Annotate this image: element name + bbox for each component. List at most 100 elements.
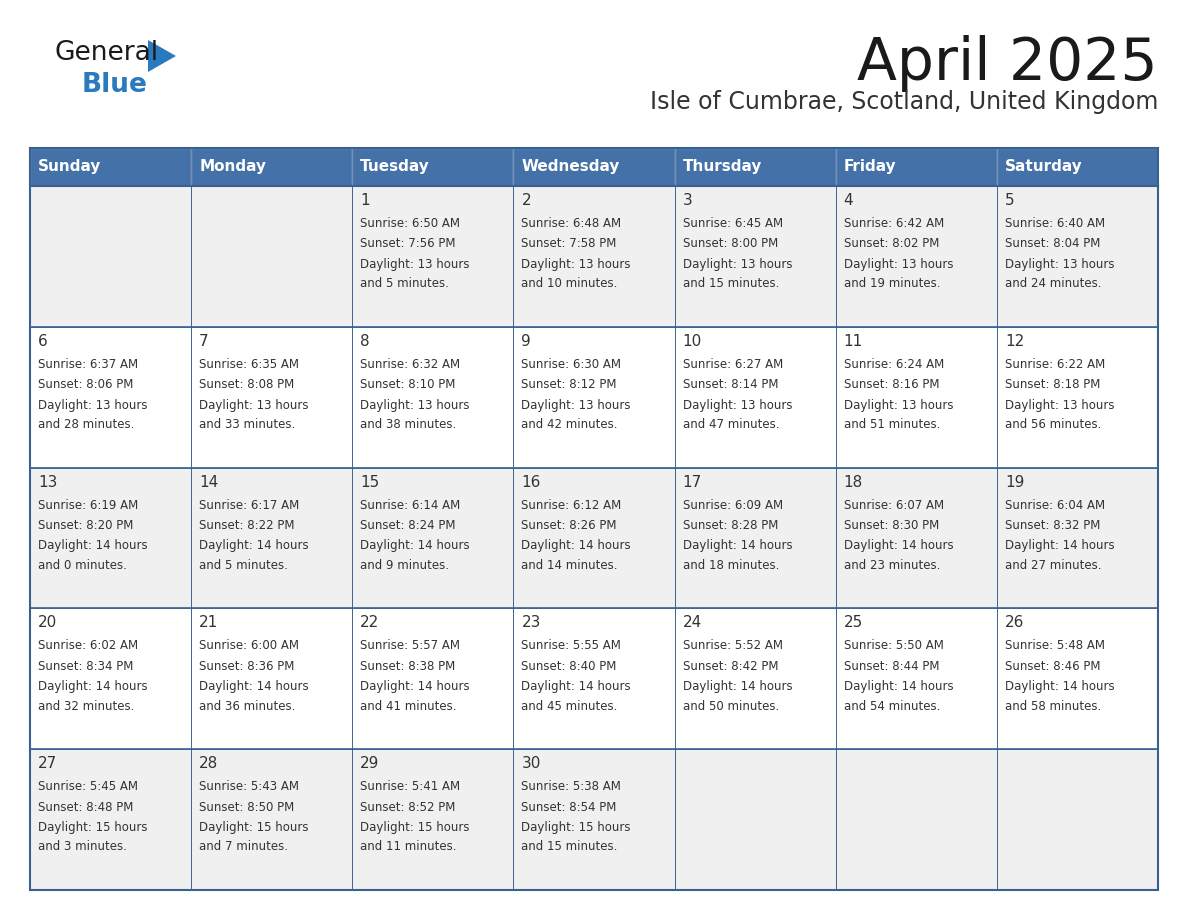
Text: and 5 minutes.: and 5 minutes. [200, 559, 287, 572]
Text: 12: 12 [1005, 334, 1024, 349]
Text: and 23 minutes.: and 23 minutes. [843, 559, 940, 572]
Text: 19: 19 [1005, 475, 1024, 489]
Text: Sunrise: 6:35 AM: Sunrise: 6:35 AM [200, 358, 299, 371]
Bar [191, 467, 353, 609]
Text: and 32 minutes.: and 32 minutes. [38, 700, 134, 712]
Text: Sunset: 7:58 PM: Sunset: 7:58 PM [522, 238, 617, 251]
Text: Sunset: 8:32 PM: Sunset: 8:32 PM [1005, 519, 1100, 532]
Text: 1: 1 [360, 193, 369, 208]
Text: Sunset: 8:38 PM: Sunset: 8:38 PM [360, 660, 455, 673]
Text: Sunrise: 6:37 AM: Sunrise: 6:37 AM [38, 358, 138, 371]
Text: Sunrise: 6:14 AM: Sunrise: 6:14 AM [360, 498, 461, 511]
Bar [191, 749, 353, 890]
Text: Sunset: 8:48 PM: Sunset: 8:48 PM [38, 800, 133, 813]
Text: 5: 5 [1005, 193, 1015, 208]
Text: Sunset: 8:04 PM: Sunset: 8:04 PM [1005, 238, 1100, 251]
Text: and 3 minutes.: and 3 minutes. [38, 840, 127, 854]
Text: and 47 minutes.: and 47 minutes. [683, 418, 779, 431]
Text: Daylight: 13 hours: Daylight: 13 hours [522, 258, 631, 271]
Text: and 15 minutes.: and 15 minutes. [522, 840, 618, 854]
Text: 3: 3 [683, 193, 693, 208]
Text: 15: 15 [360, 475, 379, 489]
Text: 29: 29 [360, 756, 380, 771]
Text: and 42 minutes.: and 42 minutes. [522, 418, 618, 431]
Bar [30, 467, 191, 609]
Text: Daylight: 14 hours: Daylight: 14 hours [1005, 540, 1114, 553]
Text: 13: 13 [38, 475, 57, 489]
Text: Daylight: 14 hours: Daylight: 14 hours [200, 540, 309, 553]
Text: 16: 16 [522, 475, 541, 489]
Polygon shape [148, 40, 176, 72]
Text: 28: 28 [200, 756, 219, 771]
Text: Friday: Friday [843, 160, 896, 174]
Bar [835, 749, 997, 890]
Bar [353, 186, 513, 327]
Text: Sunset: 8:10 PM: Sunset: 8:10 PM [360, 378, 456, 391]
Text: Daylight: 14 hours: Daylight: 14 hours [522, 540, 631, 553]
Text: Daylight: 13 hours: Daylight: 13 hours [843, 398, 953, 411]
Text: and 58 minutes.: and 58 minutes. [1005, 700, 1101, 712]
Text: Sunset: 8:12 PM: Sunset: 8:12 PM [522, 378, 617, 391]
Bar [30, 327, 191, 467]
Text: Sunrise: 6:24 AM: Sunrise: 6:24 AM [843, 358, 944, 371]
Text: Daylight: 14 hours: Daylight: 14 hours [1005, 680, 1114, 693]
Text: Sunset: 8:18 PM: Sunset: 8:18 PM [1005, 378, 1100, 391]
Text: and 50 minutes.: and 50 minutes. [683, 700, 779, 712]
Text: 24: 24 [683, 615, 702, 631]
Text: Sunrise: 6:42 AM: Sunrise: 6:42 AM [843, 217, 944, 230]
Bar [675, 749, 835, 890]
Text: April 2025: April 2025 [858, 35, 1158, 92]
Text: and 24 minutes.: and 24 minutes. [1005, 277, 1101, 290]
Bar [835, 467, 997, 609]
Bar [835, 327, 997, 467]
Text: Sunset: 8:20 PM: Sunset: 8:20 PM [38, 519, 133, 532]
Bar [675, 148, 835, 186]
Text: Sunrise: 6:50 AM: Sunrise: 6:50 AM [360, 217, 460, 230]
Text: Sunrise: 5:57 AM: Sunrise: 5:57 AM [360, 640, 460, 653]
Text: and 41 minutes.: and 41 minutes. [360, 700, 456, 712]
Text: Sunrise: 6:02 AM: Sunrise: 6:02 AM [38, 640, 138, 653]
Text: Wednesday: Wednesday [522, 160, 620, 174]
Text: Sunrise: 5:52 AM: Sunrise: 5:52 AM [683, 640, 783, 653]
Bar [30, 148, 1158, 890]
Bar [675, 609, 835, 749]
Bar [835, 148, 997, 186]
Text: Sunset: 8:02 PM: Sunset: 8:02 PM [843, 238, 939, 251]
Bar [997, 327, 1158, 467]
Text: Sunset: 8:50 PM: Sunset: 8:50 PM [200, 800, 295, 813]
Text: Sunset: 8:26 PM: Sunset: 8:26 PM [522, 519, 617, 532]
Text: Daylight: 15 hours: Daylight: 15 hours [522, 821, 631, 834]
Bar [835, 186, 997, 327]
Bar [835, 609, 997, 749]
Bar [353, 749, 513, 890]
Text: Sunset: 8:40 PM: Sunset: 8:40 PM [522, 660, 617, 673]
Text: and 45 minutes.: and 45 minutes. [522, 700, 618, 712]
Text: Sunset: 8:08 PM: Sunset: 8:08 PM [200, 378, 295, 391]
Text: Sunset: 7:56 PM: Sunset: 7:56 PM [360, 238, 456, 251]
Text: Daylight: 13 hours: Daylight: 13 hours [843, 258, 953, 271]
Text: 6: 6 [38, 334, 48, 349]
Text: Daylight: 14 hours: Daylight: 14 hours [843, 680, 953, 693]
Text: 23: 23 [522, 615, 541, 631]
Text: 30: 30 [522, 756, 541, 771]
Text: Sunset: 8:16 PM: Sunset: 8:16 PM [843, 378, 940, 391]
Text: Daylight: 13 hours: Daylight: 13 hours [38, 398, 147, 411]
Text: Sunrise: 6:00 AM: Sunrise: 6:00 AM [200, 640, 299, 653]
Text: 9: 9 [522, 334, 531, 349]
Bar [997, 609, 1158, 749]
Text: Daylight: 15 hours: Daylight: 15 hours [200, 821, 309, 834]
Text: 8: 8 [360, 334, 369, 349]
Text: Daylight: 13 hours: Daylight: 13 hours [360, 258, 469, 271]
Bar [191, 609, 353, 749]
Text: and 51 minutes.: and 51 minutes. [843, 418, 940, 431]
Bar [30, 609, 191, 749]
Bar [997, 467, 1158, 609]
Bar [997, 749, 1158, 890]
Text: Sunrise: 6:48 AM: Sunrise: 6:48 AM [522, 217, 621, 230]
Text: Sunrise: 6:07 AM: Sunrise: 6:07 AM [843, 498, 943, 511]
Text: 21: 21 [200, 615, 219, 631]
Bar [30, 749, 191, 890]
Text: Sunset: 8:52 PM: Sunset: 8:52 PM [360, 800, 456, 813]
Text: and 54 minutes.: and 54 minutes. [843, 700, 940, 712]
Text: Blue: Blue [82, 72, 147, 98]
